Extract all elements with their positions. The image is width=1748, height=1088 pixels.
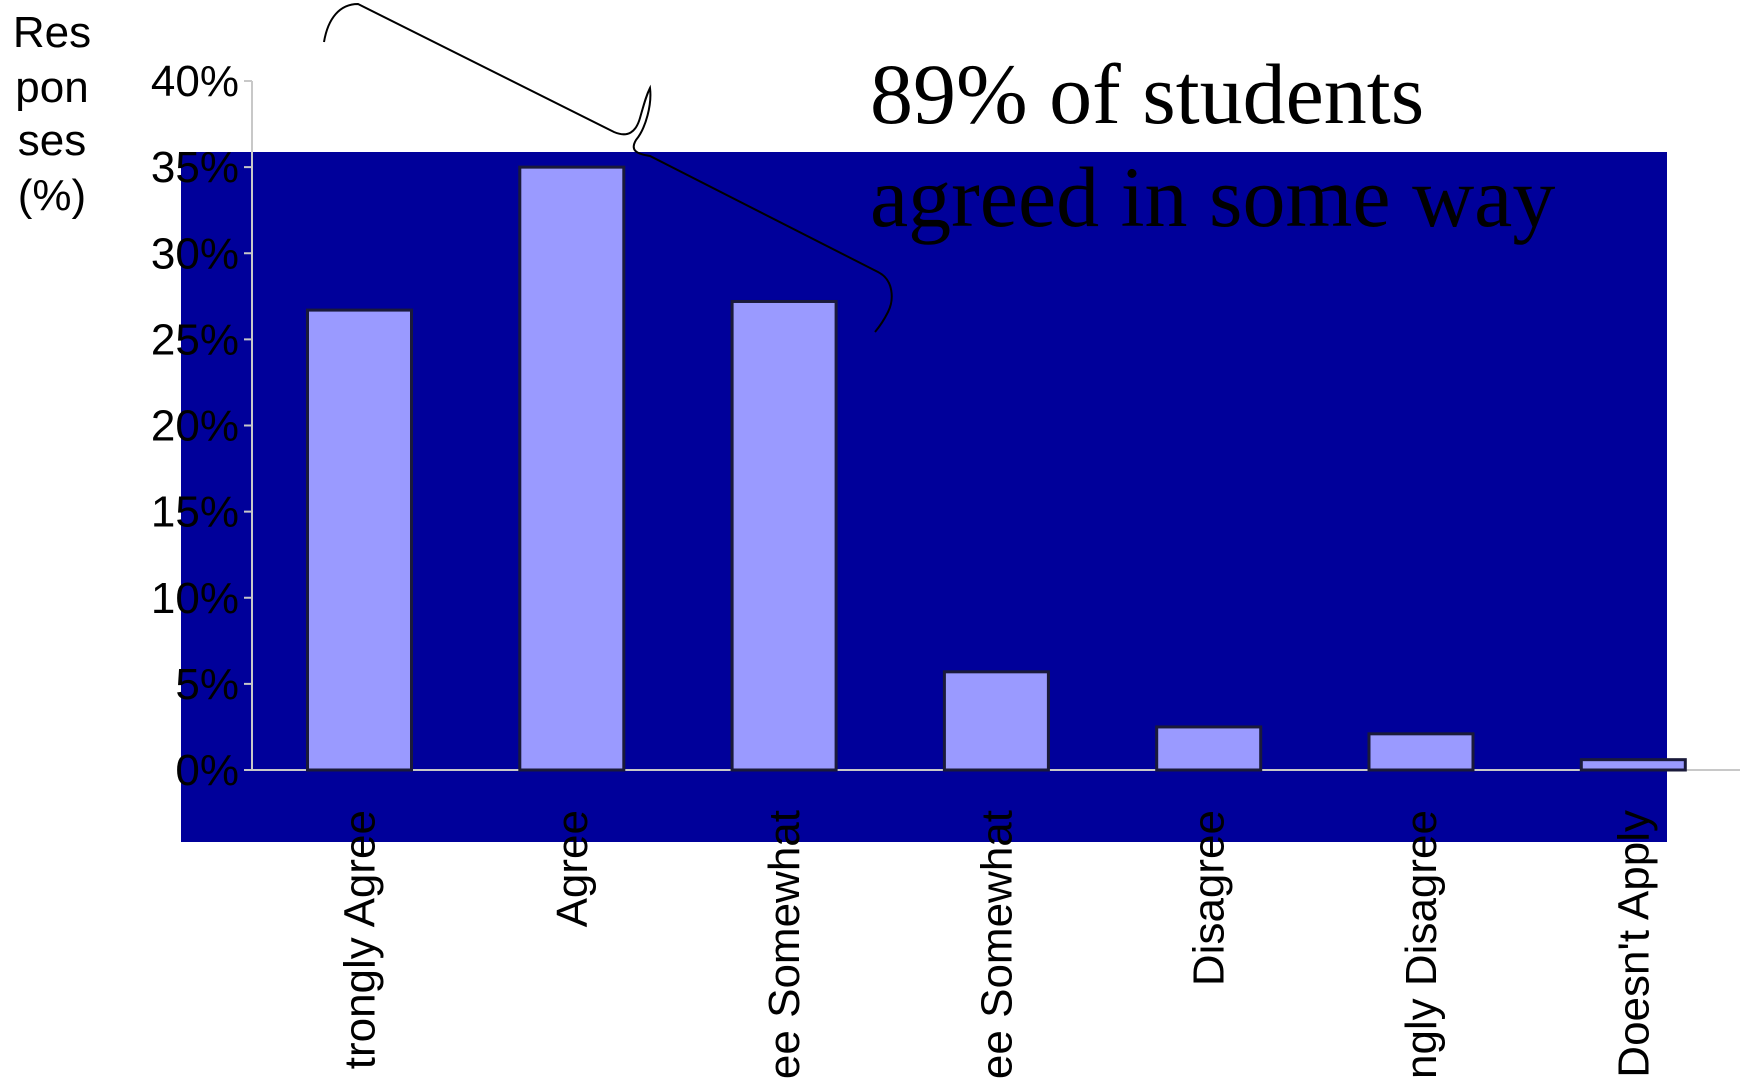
x-category-label: Agree xyxy=(548,810,597,927)
curly-brace-shape xyxy=(323,2,893,333)
chart-background-panel xyxy=(181,152,1667,842)
y-tick-label: 20% xyxy=(151,402,239,451)
annotation-line: agreed in some way xyxy=(870,149,1555,245)
x-category-label: ee Somewhat xyxy=(972,810,1021,1079)
x-axis-category-labels: trongly Agree Agree ee Somewhat ee Somewhat… xyxy=(336,810,1659,1079)
annotation: 89% of students agreed in some way xyxy=(870,46,1555,245)
y-tick-label: 40% xyxy=(151,57,239,106)
bar xyxy=(306,308,413,772)
bars xyxy=(306,165,1687,772)
bar xyxy=(1155,725,1263,772)
x-category-label: trongly Agree xyxy=(336,810,385,1069)
y-tick-label: 30% xyxy=(151,229,239,278)
bar xyxy=(518,165,626,772)
y-tick-label: 5% xyxy=(175,660,239,709)
y-axis-ticks: 0% 5% 10% 15% 20% 25% 30% 35% 40% xyxy=(151,57,252,795)
y-tick-label: 10% xyxy=(151,574,239,623)
y-axis-label-line: pon xyxy=(15,63,88,112)
y-axis-label: Res pon ses (%) xyxy=(13,8,91,220)
y-tick-label: 35% xyxy=(151,143,239,192)
y-axis-label-line: (%) xyxy=(18,171,86,220)
x-category-label: ngly Disagree xyxy=(1397,810,1446,1079)
x-category-label: ee Somewhat xyxy=(760,810,809,1079)
y-tick-label: 15% xyxy=(151,488,239,537)
bar xyxy=(1367,732,1475,772)
annotation-brace xyxy=(323,2,893,333)
x-category-label: Disagree xyxy=(1185,810,1234,986)
y-tick-label: 0% xyxy=(175,746,239,795)
bar xyxy=(942,670,1050,772)
annotation-line: 89% of students xyxy=(870,46,1424,142)
bar xyxy=(1579,758,1687,772)
y-tick-label: 25% xyxy=(151,315,239,364)
bar xyxy=(730,299,838,772)
y-axis-label-line: Res xyxy=(13,8,91,57)
y-axis-label-line: ses xyxy=(18,116,86,165)
x-category-label: Doesn't Apply xyxy=(1609,810,1658,1078)
